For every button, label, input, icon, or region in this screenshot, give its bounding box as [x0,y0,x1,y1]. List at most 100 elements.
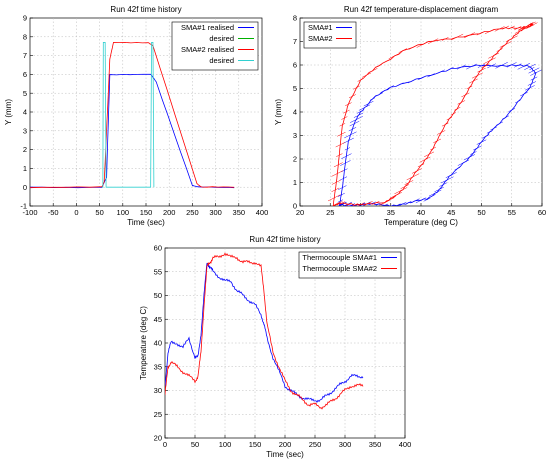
chart-2-y-axis-label: Temperature (deg C) [139,306,148,380]
chart-1-series-1-noise [446,117,452,121]
chart-1-series-1-noise [469,78,478,84]
chart-1-series-1-noise [398,48,408,53]
chart-1-series-0-noise [434,186,444,193]
chart-1-series-1-noise [451,33,464,41]
chart-1-series-0-noise [423,197,431,202]
chart-1-series-1-noise [502,25,510,30]
chart-1-series-1-noise [424,151,435,157]
chart-2-y-tick-label: 40 [154,339,162,348]
chart-1-series-1-noise [339,123,346,127]
chart-1-series-0-noise [337,199,344,203]
chart-1-series-1-noise [408,44,418,50]
chart-2-y-tick-label: 30 [154,386,162,395]
temperature-time-chart: 0 50 100 150 200 250 300 350 400 20 25 30 35 40 45 50 55… [139,235,411,459]
chart-1-series-0-noise [339,176,348,181]
chart-2-y-tick-label: 35 [154,362,162,371]
chart-2-title: Run 42f time history [249,235,320,244]
chart-1-series-0-noise [358,104,371,111]
chart-1-series-1-noise [331,170,344,177]
chart-1-series-0-noise [380,88,390,93]
chart-1-y-tick-label: 4 [293,108,297,117]
chart-1-series-1-noise [391,192,402,198]
chart-1-series-0-noise [530,69,542,76]
chart-1-series-0-noise [349,120,360,127]
chart-1-series-0-noise [439,182,448,187]
chart-1-series-1-noise [494,26,505,32]
chart-1-series-0-noise [337,192,345,197]
chart-1-series-0-noise [508,108,516,112]
chart-1-series-0-noise [374,92,383,98]
chart-1-x-tick-label: 20 [296,208,304,217]
chart-1-series-0-noise [470,151,477,155]
chart-1-series-0-noise [487,63,496,69]
chart-1-series-1-noise [457,100,466,105]
chart-1-series-1-noise [466,85,473,90]
chart-1-series-1-noise [388,52,401,59]
chart-1-series-0-noise [338,185,347,190]
chart-1-series-1-noise [499,41,512,48]
chart-1-series-1-noise [333,204,338,206]
chart-1-x-tick-label: 40 [417,208,425,217]
chart-1-x-tick-label: 45 [447,208,455,217]
chart-1-series-0-noise [415,197,427,204]
chart-1-series-1-noise [345,102,352,106]
chart-0-y-tick-label: 6 [23,70,27,79]
chart-2-x-tick-label: 100 [219,440,232,449]
chart-1-title: Run 42f temperature-displacement diagram [344,5,499,14]
chart-2-x-tick-label: 200 [279,440,292,449]
chart-1-series-0-noise [370,97,376,101]
chart-1-series-0-noise [530,76,538,81]
chart-0-y-tick-label: 1 [23,164,27,173]
chart-0-y-tick-label: 2 [23,145,27,154]
chart-1-series-1-noise [427,38,439,44]
chart-1-series-1-noise [526,24,534,29]
chart-1-series-0-noise [445,172,457,178]
chart-0-y-tick-label: 7 [23,51,27,60]
chart-1-series-0-noise [502,115,510,120]
chart-2-legend-label: Thermocouple SMA#2 [302,264,377,273]
chart-1-series-1-noise [331,187,340,192]
chart-1-series-0-noise [353,204,358,206]
chart-1-series-1-noise [483,57,496,65]
chart-1-series-1-noise [484,28,495,35]
chart-1-y-tick-label: 7 [293,37,297,46]
chart-2-x-tick-label: 350 [369,440,382,449]
chart-1-series-1-noise [471,72,483,79]
chart-1-series-1-noise [352,203,358,206]
chart-1-y-tick-label: 1 [293,178,297,187]
chart-1-series-1-noise [353,85,360,90]
chart-2-x-tick-label: 250 [309,440,322,449]
chart-0-legend-label: desired [209,56,234,65]
chart-1-series-0-noise [426,194,436,200]
chart-1-series-0-noise [514,63,522,68]
chart-1-series-1-noise [333,162,343,168]
chart-1-series-0-noise [428,189,442,197]
chart-1-legend-box [303,21,357,49]
chart-1-series-1-noise [389,196,396,200]
chart-1-legend-label: SMA#2 [308,34,333,43]
chart-0-legend-label: SMA#2 realised [181,45,234,54]
chart-1-series-1-noise [400,184,410,189]
chart-1-series-1-noise [336,153,343,157]
chart-0-x-tick-label: -50 [48,208,59,217]
chart-1-series-0-noise [390,204,395,206]
chart-1-series-1-noise [375,64,382,68]
chart-2-x-tick-label: 400 [399,440,412,449]
chart-1-series-1-noise [496,48,503,52]
chart-0-legend: SMA#1 realised desired SMA#2 realised desir… [171,21,259,71]
chart-0-x-axis-label: Time (sec) [127,218,165,227]
chart-1-series-1-noise [508,25,515,30]
chart-1-series-0-noise [407,79,414,84]
chart-0-x-tick-label: 100 [117,208,130,217]
chart-2-y-tick-label: 55 [154,267,162,276]
chart-1-series-0-noise [515,100,521,104]
chart-1-series-1-noise [419,156,431,163]
chart-1-series-1-noise [441,37,449,41]
chart-1-series-1-noise [512,32,519,37]
chart-1-series-1-noise [361,72,372,78]
chart-1-series-1-noise [505,35,518,42]
chart-0-y-tick-label: -1 [20,202,27,211]
chart-1-series-1-noise [404,180,414,185]
chart-1-series-0-noise [437,69,445,74]
